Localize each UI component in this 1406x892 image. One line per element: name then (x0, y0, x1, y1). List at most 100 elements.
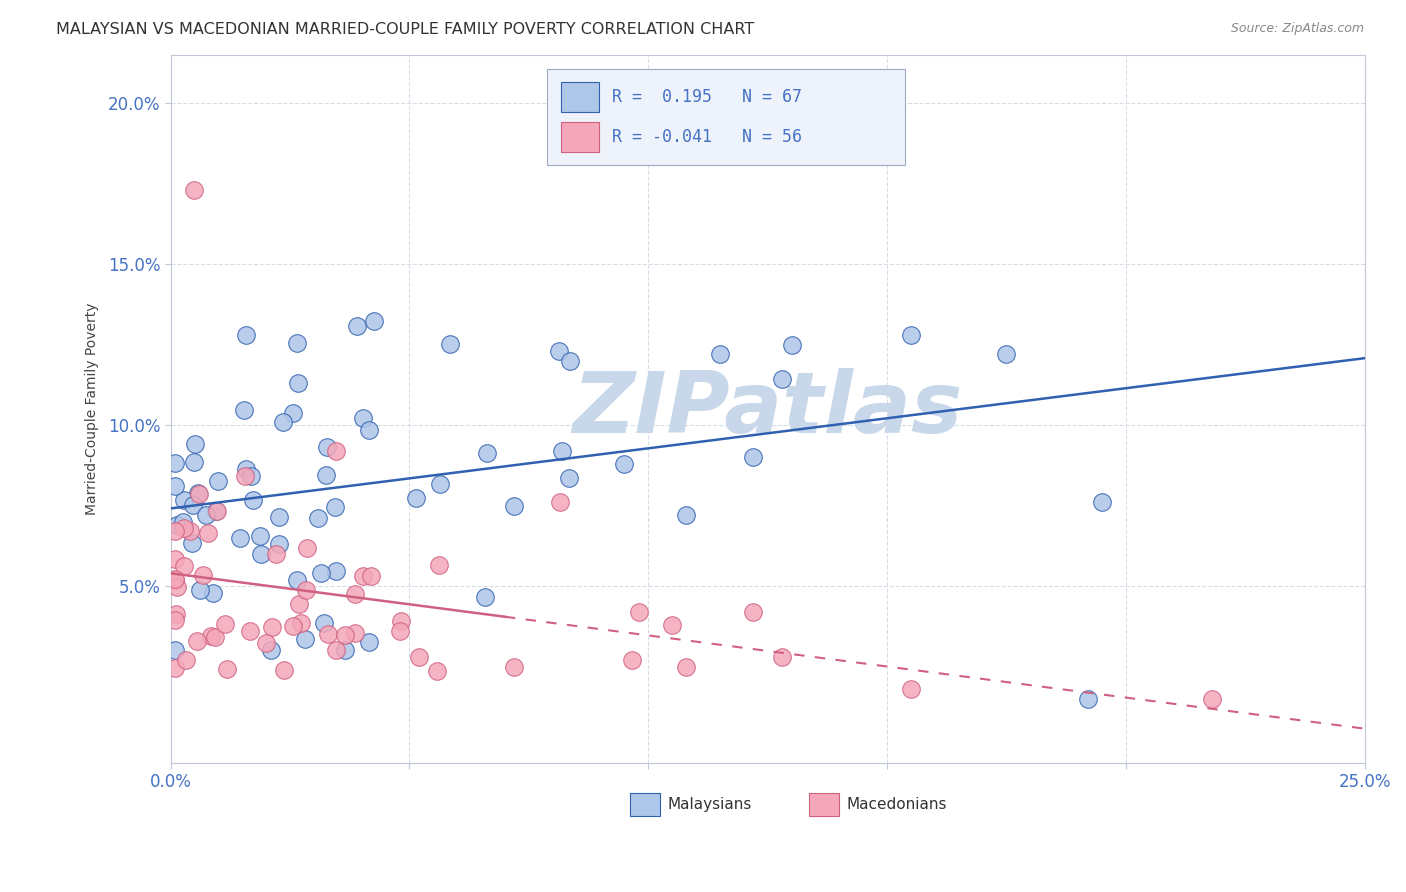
Point (995, 347, 1018, 361)
Point (165, 643, 187, 657)
Text: MALAYSIAN VS MACEDONIAN MARRIED-COUPLE FAMILY POVERTY CORRELATION CHART: MALAYSIAN VS MACEDONIAN MARRIED-COUPLE F… (56, 22, 755, 37)
Point (188, 582, 211, 597)
Point (427, 558, 450, 572)
Point (352, 569, 374, 583)
Point (756, 145, 779, 159)
Text: ZIPatlas: ZIPatlas (572, 368, 963, 450)
Point (207, 474, 229, 488)
Point (780, 337, 803, 351)
Point (181, 498, 204, 512)
Point (187, 486, 209, 500)
Point (335, 643, 357, 657)
Point (548, 494, 571, 508)
Point (214, 616, 236, 631)
Point (179, 524, 201, 538)
Point (389, 614, 412, 628)
Point (675, 659, 697, 673)
FancyBboxPatch shape (561, 82, 599, 112)
Point (205, 504, 228, 518)
Point (186, 634, 208, 648)
Point (165, 614, 187, 628)
Point (201, 586, 224, 600)
Point (314, 615, 336, 630)
Point (267, 537, 290, 551)
Point (315, 440, 337, 454)
Point (235, 462, 257, 476)
Text: R = -0.041   N = 56: R = -0.041 N = 56 (613, 128, 803, 146)
Point (426, 664, 449, 678)
FancyBboxPatch shape (561, 122, 599, 153)
Point (503, 659, 526, 673)
Point (215, 662, 238, 676)
Point (1091, 495, 1114, 509)
Point (184, 437, 207, 451)
Point (675, 508, 697, 523)
Point (242, 493, 264, 508)
Point (165, 552, 187, 566)
Point (165, 661, 187, 675)
Point (294, 632, 316, 646)
Point (325, 444, 347, 458)
Point (285, 336, 308, 351)
Point (260, 620, 283, 634)
Point (165, 524, 187, 538)
Point (165, 479, 187, 493)
Point (228, 531, 250, 545)
Point (235, 328, 257, 343)
Point (357, 423, 380, 437)
Point (233, 469, 256, 483)
Point (197, 525, 219, 540)
Text: Malaysians: Malaysians (668, 797, 752, 813)
Point (183, 183, 205, 197)
Point (233, 402, 256, 417)
Point (271, 415, 294, 429)
Point (173, 493, 195, 508)
Point (287, 597, 309, 611)
Point (307, 511, 329, 525)
Point (204, 630, 226, 644)
Point (181, 536, 204, 550)
Point (627, 605, 650, 619)
Point (343, 587, 366, 601)
Point (325, 642, 347, 657)
Point (200, 629, 222, 643)
Point (429, 477, 451, 491)
Point (357, 634, 380, 648)
Point (346, 319, 368, 334)
FancyBboxPatch shape (547, 70, 905, 165)
Point (176, 653, 198, 667)
Point (183, 455, 205, 469)
Point (477, 446, 499, 460)
Point (388, 624, 411, 639)
Point (613, 457, 636, 471)
Point (295, 541, 318, 555)
Point (173, 559, 195, 574)
Point (281, 619, 304, 633)
Point (352, 410, 374, 425)
Point (187, 486, 209, 500)
Point (205, 503, 228, 517)
Point (360, 569, 382, 583)
Point (264, 547, 287, 561)
Point (250, 547, 273, 561)
Y-axis label: Married-Couple Family Poverty: Married-Couple Family Poverty (86, 303, 100, 516)
Point (661, 617, 683, 632)
Point (311, 566, 333, 581)
Point (408, 649, 430, 664)
Point (620, 653, 643, 667)
Point (283, 406, 305, 420)
Point (1077, 691, 1099, 706)
Point (287, 376, 309, 390)
Point (166, 580, 188, 594)
Point (165, 607, 187, 622)
Point (254, 636, 277, 650)
Point (770, 649, 793, 664)
FancyBboxPatch shape (810, 793, 839, 816)
Point (249, 529, 271, 543)
Point (285, 573, 308, 587)
Point (709, 347, 731, 361)
Point (316, 626, 339, 640)
Point (165, 572, 187, 586)
Point (548, 343, 571, 358)
Point (273, 663, 295, 677)
